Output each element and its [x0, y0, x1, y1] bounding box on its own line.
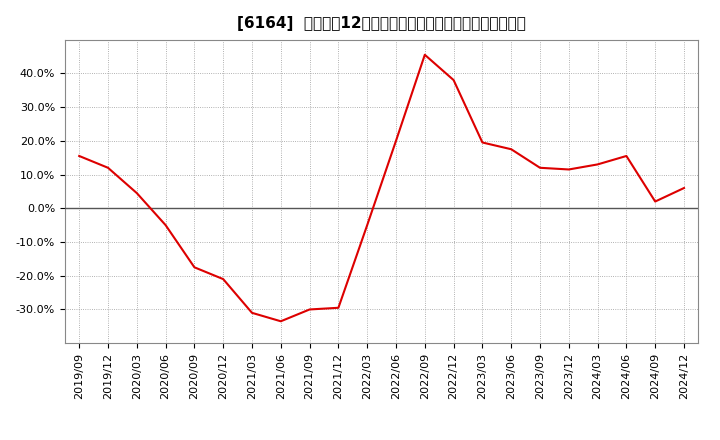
Title: [6164]  売上高の12か月移動合計の対前年同期増減率の推移: [6164] 売上高の12か月移動合計の対前年同期増減率の推移: [237, 16, 526, 32]
